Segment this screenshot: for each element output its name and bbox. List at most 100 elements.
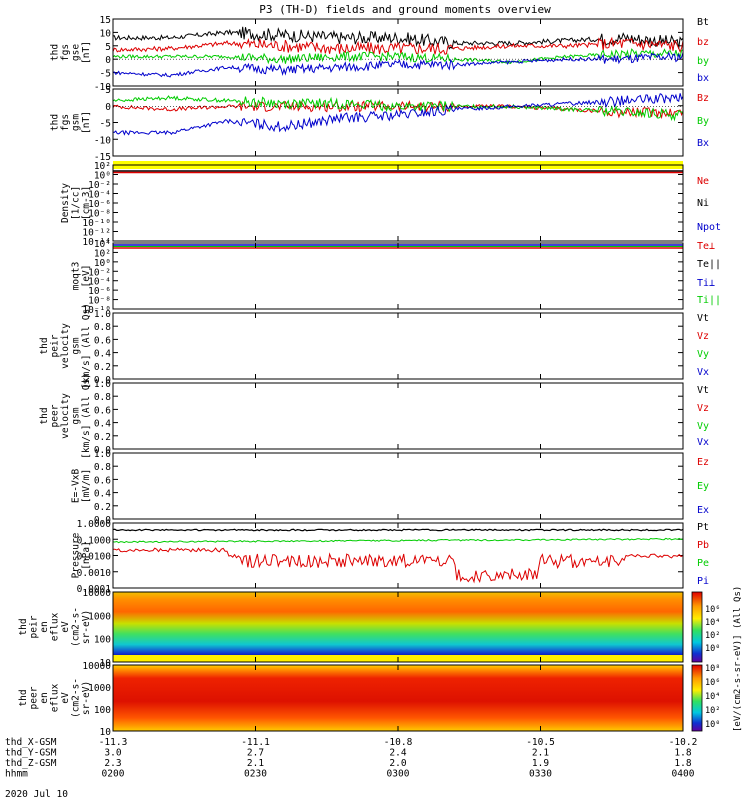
ylabel-line: thd: [39, 407, 50, 424]
y-tick-label: 0.6: [94, 335, 111, 346]
plot-title: P3 (TH-D) fields and ground moments over…: [259, 3, 551, 16]
x-row-value: -10.5: [526, 737, 555, 748]
y-tick-label: 1.0000: [77, 519, 112, 530]
legend-Ez: Ez: [697, 457, 709, 468]
ylabel-line: Pressure: [71, 532, 82, 578]
panel-fgs_gse: thdfgsgse[nT] 15 10 5 0 -5 -10 Bt bz by bx: [50, 15, 710, 93]
x-row-value: 0400: [672, 769, 695, 780]
colorbar-tick-label: 10⁰: [705, 720, 720, 730]
y-tick-label: 0.8: [94, 322, 111, 333]
y-tick-label: 10⁻⁸: [88, 296, 111, 307]
ylabel-line: eV: [60, 621, 71, 633]
legend-Vt: Vt: [697, 385, 709, 396]
y-tick-label: 0.1000: [77, 535, 112, 546]
panel-ylabel: Pressure[nPa]: [71, 532, 93, 578]
pressure-pe-line: [112, 537, 684, 544]
legend-Vx: Vx: [697, 437, 709, 448]
ylabel-line: peir: [29, 615, 40, 638]
y-tick-label: 1.0: [94, 449, 111, 460]
y-tick-label: 0.2: [94, 362, 111, 373]
ylabel-line: thd: [18, 618, 29, 635]
colorbar-tick-label: 10⁶: [705, 678, 720, 688]
series-by: [112, 48, 684, 65]
y-tick-label: 10⁴: [94, 239, 111, 250]
ylabel-line: sr-eV): [81, 681, 92, 715]
colorbar-tick-label: 10⁸: [705, 664, 720, 674]
series-Bz: [112, 99, 684, 120]
y-tick-label: 10⁰: [94, 258, 111, 269]
y-tick-label: 1000: [88, 683, 111, 694]
x-row-value: 1.9: [532, 758, 549, 769]
legend-Ti||: Ti||: [697, 295, 721, 306]
legend-By: By: [697, 116, 709, 127]
y-tick-label: 10⁻⁴: [88, 277, 111, 288]
pressure-pb-line: [112, 547, 684, 584]
y-tick-label: 0.0100: [77, 552, 112, 563]
ylabel-line: gsm: [71, 407, 82, 424]
colorbar-label: [eV/(cm2-s-sr-eV)] (All Qs): [733, 586, 743, 732]
pressure-pt-line: [112, 528, 684, 532]
legend-bx: bx: [697, 73, 709, 84]
y-tick-label: 10⁻⁸: [88, 209, 111, 220]
date-label: 2020 Jul 10: [5, 789, 68, 800]
ylabel-line: [nPa]: [81, 541, 92, 570]
ylabel-line: [km/s] (All Qs): [81, 373, 92, 459]
y-tick-label: 0.0: [94, 515, 111, 526]
y-tick-label: 0.4: [94, 349, 111, 360]
legend-Ne: Ne: [697, 176, 709, 187]
y-tick-label: 10⁻¹⁰: [82, 305, 111, 316]
ylabel-line: [cm-3]: [81, 186, 92, 220]
legend-bz: bz: [697, 37, 709, 48]
series-Bx: [112, 93, 684, 136]
y-tick-label: 10²: [94, 248, 111, 259]
series-By: [112, 95, 684, 122]
ylabel-line: velocity: [60, 393, 71, 439]
panel-ylabel: thdfgsgse[nT]: [50, 41, 93, 64]
y-tick-label: 10⁻⁶: [88, 199, 111, 210]
legend-Pb: Pb: [697, 540, 709, 551]
ylabel-line: gse: [71, 44, 82, 61]
electron-spectrogram: [113, 665, 683, 731]
y-tick-label: -5: [100, 119, 111, 130]
legend-Vz: Vz: [697, 331, 709, 342]
panel-frame: [112, 18, 684, 87]
x-row-value: 2.0: [389, 758, 406, 769]
y-tick-label: 10⁻¹⁰: [82, 218, 111, 229]
ylabel-line: Density: [60, 183, 71, 223]
y-tick-label: 0.8: [94, 392, 111, 403]
legend-Ey: Ey: [697, 481, 709, 492]
panel-ylabel: thdpeirenefluxeV(cm2-s-sr-eV): [18, 607, 92, 647]
y-tick-label: 0: [105, 55, 111, 66]
y-tick-label: 5: [105, 42, 111, 53]
series-bx: [112, 51, 684, 78]
x-row-label: hhmm: [5, 769, 28, 780]
y-tick-label: 10000: [82, 661, 111, 672]
x-row-value: 2.4: [389, 748, 406, 759]
legend-Te⊥: Te⊥: [697, 241, 715, 252]
x-row-value: 2.1: [532, 748, 549, 759]
y-tick-label: -5: [100, 69, 111, 80]
y-tick-label: 15: [100, 15, 111, 26]
y-tick-label: 0: [105, 102, 111, 113]
legend-Vy: Vy: [697, 421, 709, 432]
x-row-value: 3.0: [104, 748, 121, 759]
colorbar-tick-label: 10²: [705, 631, 720, 641]
ylabel-line: [mV/m]: [81, 469, 92, 503]
y-tick-label: 0.6: [94, 405, 111, 416]
y-tick-label: 10000: [82, 588, 111, 599]
panel-frame: [112, 312, 684, 380]
panel-frame: [112, 242, 684, 310]
panel-ylabel: thdfgsgsm[nT]: [50, 111, 93, 134]
panel-fgs_gsm: thdfgsgsm[nT] 5 0 -5 -10 -15 Bz By Bx: [50, 85, 710, 163]
ylabel-line: en: [39, 692, 50, 703]
legend-Pi: Pi: [697, 576, 709, 587]
x-row-label: thd_Y-GSM: [5, 748, 57, 759]
panel-frame: [112, 382, 684, 450]
legend-Pt: Pt: [697, 522, 709, 533]
y-tick-label: 1.0: [94, 309, 111, 320]
ylabel-line: gsm: [71, 114, 82, 131]
y-tick-label: 5: [105, 85, 111, 96]
colorbar-ion: [691, 591, 703, 663]
colorbar-tick-label: 10⁴: [705, 692, 720, 702]
